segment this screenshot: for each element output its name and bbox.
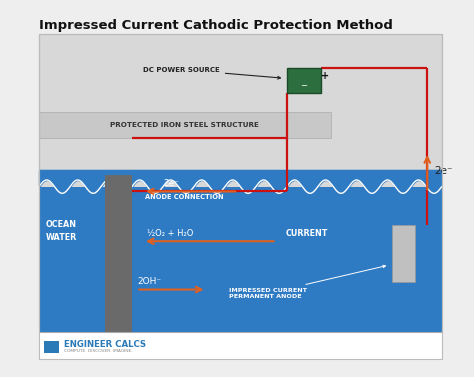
Bar xyxy=(39,187,442,331)
Text: DC POWER SOURCE: DC POWER SOURCE xyxy=(143,67,281,79)
Text: 2e⁻: 2e⁻ xyxy=(434,166,453,176)
Text: 2OH⁻: 2OH⁻ xyxy=(137,277,161,286)
Text: ½O₂ + H₂O: ½O₂ + H₂O xyxy=(146,228,193,238)
Text: 2e⁻: 2e⁻ xyxy=(164,179,180,188)
Bar xyxy=(45,341,59,352)
Bar xyxy=(39,331,442,359)
Text: CURRENT: CURRENT xyxy=(286,228,328,238)
Bar xyxy=(39,34,442,331)
Bar xyxy=(39,112,331,138)
Text: ENGINEER CALCS: ENGINEER CALCS xyxy=(64,340,146,349)
Text: Impressed Current Cathodic Protection Method: Impressed Current Cathodic Protection Me… xyxy=(39,20,393,32)
Bar xyxy=(105,176,132,331)
Text: PROTECTED IRON STEEL STRUCTURE: PROTECTED IRON STEEL STRUCTURE xyxy=(110,122,259,128)
Bar xyxy=(287,68,321,93)
Text: COMPUTE. DISCOVER. IMAGINE.: COMPUTE. DISCOVER. IMAGINE. xyxy=(64,349,133,354)
Text: +: + xyxy=(321,71,329,81)
Bar xyxy=(39,34,442,187)
Bar xyxy=(39,34,442,359)
Bar xyxy=(392,225,415,282)
Text: ANODE CONNECTION: ANODE CONNECTION xyxy=(146,195,224,201)
Text: OCEAN
WATER: OCEAN WATER xyxy=(46,221,77,242)
Text: −: − xyxy=(300,81,307,90)
Text: IMPRESSED CURRENT
PERMANENT ANODE: IMPRESSED CURRENT PERMANENT ANODE xyxy=(229,265,385,299)
